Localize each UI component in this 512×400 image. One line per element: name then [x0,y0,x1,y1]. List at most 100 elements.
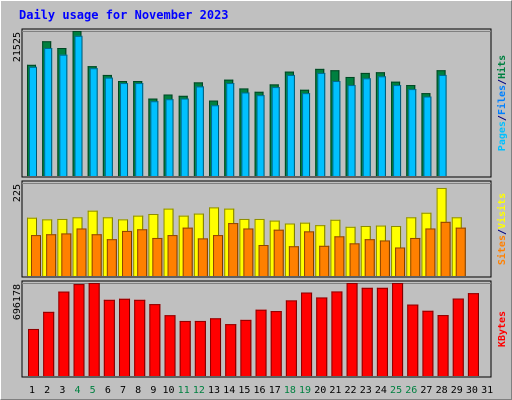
bar-kbytes-day-7 [119,298,131,376]
day-label: 14 [223,385,235,396]
day-label: 18 [284,385,296,396]
bar-kbytes-day-22 [346,283,358,376]
day-label: 22 [345,385,357,396]
bar-kbytes-day-15 [240,319,252,376]
bar-kbytes-day-30 [467,293,479,376]
bar-sites-day-13 [213,235,224,276]
bar-kbytes-day-27 [422,310,434,376]
legend-hits: Pages/Files/Hits [496,55,508,151]
max-value-label-kbytes: 696178 [12,284,23,320]
bar-pages-day-17 [271,87,280,176]
bar-kbytes-day-23 [361,287,373,376]
day-label: 23 [360,385,372,396]
bar-sites-day-21 [334,236,345,276]
bar-kbytes-day-1 [28,328,39,376]
bar-kbytes-day-4 [73,284,85,376]
bar-sites-day-7 [122,230,133,276]
bar-pages-day-6 [104,77,113,176]
legend-entry: KBytes [497,311,508,347]
bar-pages-day-10 [165,99,174,176]
bar-sites-day-4 [76,228,87,276]
bar-sites-day-17 [273,229,284,276]
bar-kbytes-day-9 [149,304,161,376]
bar-kbytes-day-10 [164,315,176,376]
day-label: 1 [29,385,35,396]
day-label: 4 [74,385,80,396]
bar-pages-day-15 [241,92,250,176]
bar-pages-day-5 [89,68,98,176]
day-label: 11 [178,385,190,396]
bar-kbytes-day-5 [88,283,100,376]
day-label: 7 [120,385,126,396]
bar-kbytes-day-29 [452,298,464,376]
bar-pages-day-25 [393,85,402,176]
bar-kbytes-day-8 [134,299,146,376]
legend-entry: Sites [496,235,508,265]
bar-kbytes-day-17 [270,311,282,376]
bar-pages-day-23 [362,78,371,176]
day-label: 5 [90,385,96,396]
legend-entry: / [497,79,508,85]
day-label: 30 [466,385,478,396]
bar-pages-day-3 [59,54,68,176]
bar-pages-day-13 [211,105,220,176]
bar-pages-day-18 [286,74,295,176]
chart-title: Daily usage for November 2023 [19,8,229,22]
bar-sites-day-27 [425,228,436,276]
bar-kbytes-day-6 [103,299,115,376]
bar-sites-day-24 [379,240,390,276]
day-label: 28 [436,385,448,396]
bar-sites-day-6 [106,239,117,276]
day-label: 12 [193,385,205,396]
day-label: 16 [254,385,266,396]
bar-sites-day-23 [364,239,375,276]
bar-kbytes-day-18 [285,300,297,376]
day-label: 13 [208,385,220,396]
bar-pages-day-2 [44,48,53,176]
day-label: 2 [44,385,50,396]
bar-sites-day-11 [182,227,193,276]
bar-kbytes-day-28 [437,315,449,376]
bar-pages-day-20 [317,72,326,176]
bar-kbytes-day-25 [392,283,404,376]
bar-pages-day-9 [150,101,159,176]
bar-kbytes-day-2 [43,311,55,376]
day-label: 17 [269,385,281,396]
bar-pages-day-26 [408,89,417,176]
bar-sites-day-12 [197,238,208,276]
bar-sites-day-15 [243,228,254,276]
day-label: 10 [163,385,175,396]
max-value-label-hits: 21525 [12,32,23,62]
bar-sites-day-26 [410,237,421,276]
day-label: 27 [420,385,432,396]
bar-sites-day-19 [304,231,315,276]
bar-sites-day-29 [455,227,466,276]
legend-visits: Sites/Visits [496,193,508,265]
bar-sites-day-8 [137,229,148,276]
bar-sites-day-25 [395,247,406,276]
bar-kbytes-day-19 [301,292,313,376]
bar-pages-day-22 [347,85,356,176]
bar-pages-day-27 [423,96,432,176]
bar-kbytes-day-21 [331,291,343,376]
legend-entry: Pages [497,121,508,151]
bar-pages-day-14 [226,83,235,176]
bar-kbytes-day-16 [255,309,267,376]
bar-sites-day-10 [167,235,178,276]
bar-pages-day-1 [29,66,37,176]
legend-entry: Visits [496,193,508,229]
bar-sites-day-16 [258,245,269,276]
day-label: 9 [150,385,156,396]
bar-pages-day-8 [135,83,144,176]
day-label: 21 [329,385,341,396]
bar-pages-day-12 [195,86,204,176]
bar-kbytes-day-3 [58,291,70,376]
bar-sites-day-9 [152,237,163,276]
bar-pages-day-11 [180,98,189,176]
max-value-label-visits: 225 [12,184,23,202]
day-label: 3 [59,385,65,396]
bar-pages-day-24 [377,76,386,176]
bar-kbytes-day-24 [376,287,388,376]
bar-sites-day-1 [31,235,41,276]
day-label: 19 [299,385,311,396]
